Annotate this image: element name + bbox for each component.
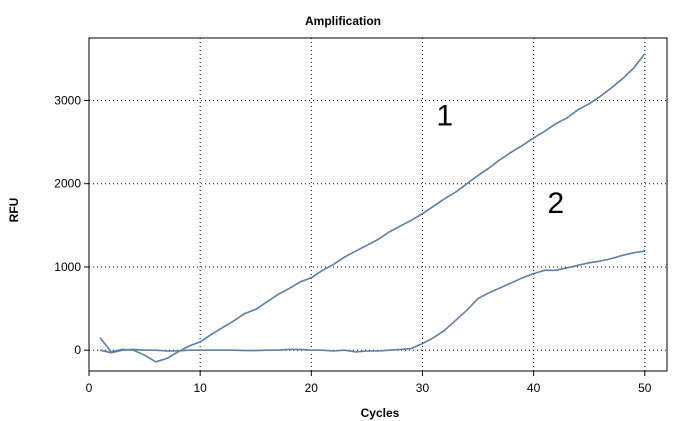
y-tick-label: 3000	[54, 93, 81, 107]
x-tick-label: 30	[416, 381, 430, 395]
x-tick-label: 50	[638, 381, 652, 395]
x-tick-label: 0	[86, 381, 93, 395]
annotation-label: 1	[436, 99, 453, 132]
plot-frame	[88, 37, 668, 372]
x-tick-label: 40	[527, 381, 541, 395]
y-tick-label: 1000	[54, 260, 81, 274]
grid-lines	[89, 38, 667, 371]
x-axis-label: Cycles	[361, 406, 400, 420]
series-layer	[99, 53, 646, 363]
x-tick-label: 20	[305, 381, 319, 395]
annotation-label: 2	[548, 187, 565, 220]
y-tick-label: 0	[74, 343, 81, 357]
series-line-2	[99, 250, 645, 354]
x-tick-label: 10	[193, 381, 207, 395]
annotations: 12	[436, 99, 564, 219]
series-line-1	[99, 53, 646, 363]
y-axis-label: RFU	[7, 198, 21, 223]
chart-title: Amplification	[305, 14, 381, 28]
axis-ticks: 0 10 20 30 40 50 0 1000 2000 3000	[54, 93, 651, 395]
y-tick-label: 2000	[54, 177, 81, 191]
